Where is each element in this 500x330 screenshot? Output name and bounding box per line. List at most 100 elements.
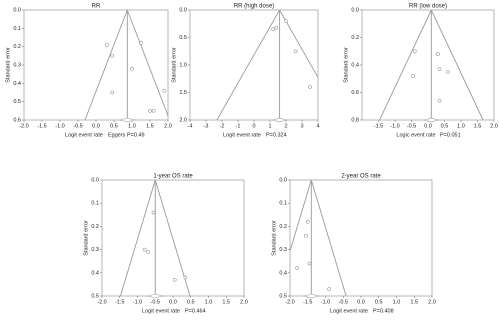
- x-tick-label: -0.5: [407, 123, 416, 129]
- y-tick-label: 0.0: [351, 7, 359, 13]
- study-point: [146, 250, 150, 254]
- study-point: [172, 277, 177, 282]
- study-point: [139, 41, 143, 45]
- study-point: [274, 25, 279, 30]
- x-tick-label: -0.5: [151, 299, 160, 305]
- x-tick-label: -1.5: [37, 123, 46, 129]
- x-tick-label: 0.0: [424, 123, 432, 129]
- y-tick-label: 0.4: [351, 62, 359, 68]
- x-axis-label: Logit event rate: [65, 132, 103, 138]
- study-point: [327, 287, 331, 291]
- y-tick-label: 0.4: [13, 81, 21, 87]
- study-point: [412, 49, 417, 54]
- pooled-diamond: [423, 117, 439, 123]
- x-tick-label: -3: [204, 123, 209, 129]
- x-tick-label: 1.5: [474, 123, 482, 129]
- study-point: [437, 98, 442, 103]
- x-tick-label: 0.5: [110, 123, 118, 129]
- y-axis-label: Standard error: [5, 47, 11, 83]
- funnel-right: [310, 180, 347, 296]
- study-point: [304, 233, 308, 238]
- panel: RR (low dose) -1.5 -1.0 -0.5 0.0 0.5 1.0 1.5 2.0…: [343, 4, 497, 139]
- chart-title: 1-year OS rate: [153, 174, 193, 180]
- panel: RR -2.0 -1.5 -1.0 -0.5 0.0 0.5 1.0 1.5 2.0 0.0 0.1 0…: [5, 4, 171, 139]
- x-tick-label: -0.5: [73, 123, 82, 129]
- x-tick-label: 4: [316, 123, 319, 129]
- x-tick-label: -2: [220, 123, 225, 129]
- y-tick-label: 0.0: [179, 7, 187, 13]
- funnel-lines: [290, 180, 347, 296]
- y-tick-label: 0.2: [13, 44, 21, 50]
- study-point: [308, 85, 312, 89]
- y-tick-label: 0.6: [351, 90, 359, 96]
- y-tick-label: 0.6: [13, 117, 21, 123]
- y-tick-label: 0.2: [279, 224, 287, 230]
- y-tick-label: 0.1: [13, 26, 21, 32]
- x-tick-label: -1.0: [133, 299, 142, 305]
- y-tick-label: 1.0: [179, 62, 187, 68]
- panel: 2-year OS rate -2.0 -1.5 -1.0 -0.5 0.0 0.5 1.0 1…: [271, 174, 435, 315]
- y-tick-label: 0.0: [91, 177, 99, 183]
- y-tick-label: 1.5: [179, 90, 187, 96]
- x-tick-label: -1.0: [390, 123, 399, 129]
- x-tick-label: 2.0: [240, 299, 248, 305]
- x-tick-label: 0.5: [187, 299, 195, 305]
- funnel-right: [430, 10, 484, 120]
- funnel-left: [216, 10, 280, 120]
- annotation: P=0.464: [185, 308, 206, 314]
- x-tick-label: 1.5: [146, 123, 154, 129]
- study-point: [148, 108, 152, 113]
- x-tick-label: -1.5: [303, 299, 312, 305]
- x-tick-label: 3: [300, 123, 303, 129]
- funnel-right: [126, 10, 168, 117]
- study-point: [305, 219, 310, 224]
- y-tick-label: 2.0: [179, 117, 187, 123]
- x-tick-label: 1.5: [410, 299, 418, 305]
- study-point: [293, 49, 298, 54]
- y-tick-label: 0.2: [91, 224, 99, 230]
- x-tick-label: 2.0: [428, 299, 436, 305]
- x-axis-label: Logit event rate: [330, 308, 368, 314]
- study-point: [162, 88, 167, 93]
- x-tick-label: -2.0: [19, 123, 28, 129]
- x-tick-label: -4: [188, 123, 193, 129]
- annotation: Eggers P=0.49: [108, 132, 145, 138]
- y-axis-label: Standard error: [83, 220, 89, 256]
- x-tick-label: 0.0: [357, 299, 365, 305]
- x-tick-label: 0.5: [375, 299, 383, 305]
- study-point: [284, 19, 288, 23]
- x-axis-label: Logit event rate: [142, 308, 180, 314]
- y-axis-label: Standard error: [171, 47, 177, 83]
- x-tick-label: 0.0: [92, 123, 100, 129]
- study-point: [436, 52, 440, 56]
- pooled-diamond: [303, 293, 320, 299]
- y-axis-label: Standard error: [271, 220, 277, 256]
- y-tick-label: 0.1: [91, 201, 99, 207]
- funnel-right: [279, 10, 318, 79]
- y-tick-label: 0.2: [351, 35, 359, 41]
- x-tick-label: 1.0: [393, 299, 401, 305]
- x-tick-label: -1.5: [115, 299, 124, 305]
- funnel-left: [84, 10, 128, 120]
- y-tick-label: 0.3: [279, 247, 287, 253]
- study-point: [295, 266, 299, 271]
- pooled-diamond: [147, 293, 164, 299]
- study-point: [151, 210, 156, 215]
- study-point: [130, 66, 134, 71]
- x-tick-label: -1.0: [55, 123, 64, 129]
- study-point: [110, 53, 115, 58]
- plot-frame: [189, 9, 319, 121]
- pooled-diamond: [272, 117, 288, 123]
- x-tick-label: 2: [284, 123, 287, 129]
- funnel-lines: [216, 10, 318, 120]
- pooled-diamond: [118, 117, 136, 123]
- study-point: [271, 27, 276, 32]
- x-tick-label: 1.0: [457, 123, 465, 129]
- y-tick-label: 0.5: [91, 293, 99, 299]
- chart-title: RR: [92, 4, 101, 10]
- funnel-left: [120, 180, 156, 296]
- y-tick-label: 0.5: [279, 293, 287, 299]
- chart-title: 2-year OS rate: [341, 174, 381, 180]
- study-point: [307, 261, 312, 266]
- funnel-lines: [379, 10, 484, 120]
